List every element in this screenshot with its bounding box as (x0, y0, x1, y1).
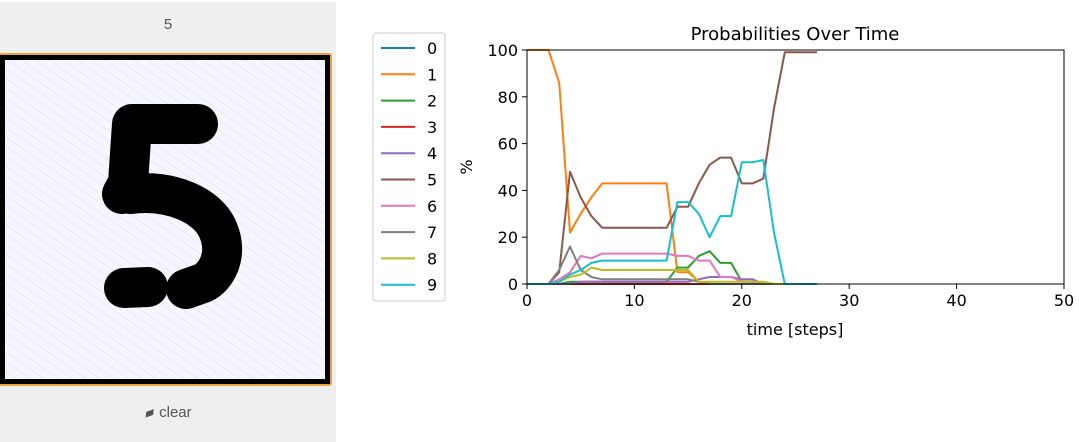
x-axis-label: time [steps] (747, 320, 844, 339)
series-line-9 (527, 159, 817, 285)
x-tick-label: 10 (624, 291, 644, 310)
drawing-canvas[interactable] (0, 53, 332, 386)
legend-label-5: 5 (427, 171, 437, 190)
legend-label-0: 0 (427, 39, 437, 58)
x-tick-label: 30 (839, 291, 859, 310)
x-tick-label: 50 (1054, 291, 1074, 310)
y-tick-label: 100 (487, 41, 518, 60)
legend-label-8: 8 (427, 249, 437, 268)
series-line-7 (527, 245, 817, 285)
plot-area: 0 10 20 30 40 50 0 20 40 60 80 100 (487, 41, 1074, 310)
series-line-8 (527, 266, 817, 285)
legend-label-4: 4 (427, 144, 437, 163)
y-tick-label: 0 (508, 275, 518, 294)
x-tick-label: 40 (946, 291, 966, 310)
legend-label-9: 9 (427, 276, 437, 295)
series-line-5 (527, 51, 817, 285)
clear-button[interactable]: ▰ clear (0, 402, 336, 422)
predicted-digit-label: 5 (163, 16, 173, 33)
x-tick-label: 20 (732, 291, 752, 310)
chart-title: Probabilities Over Time (691, 24, 900, 45)
y-axis-label: % (457, 159, 476, 174)
plot-frame (526, 49, 1065, 285)
y-tick-label: 60 (498, 135, 518, 154)
legend-label-7: 7 (427, 223, 437, 242)
x-tick-label: 0 (522, 291, 532, 310)
legend-label-3: 3 (427, 118, 437, 137)
y-tick-label: 40 (498, 181, 518, 200)
legend-label-2: 2 (427, 92, 437, 111)
handwritten-digit-stroke (102, 104, 243, 309)
legend-label-1: 1 (427, 65, 437, 84)
drawing-panel: 5 ▰ clear (0, 2, 336, 442)
legend-label-6: 6 (427, 197, 437, 216)
clear-button-label: clear (159, 404, 192, 421)
y-tick-label: 20 (498, 228, 518, 247)
y-tick-label: 80 (498, 88, 518, 107)
probability-chart: 0 1 2 3 4 5 6 7 8 9 Probabilities Over Time 0 10 20… (372, 24, 1074, 339)
chart-legend: 0 1 2 3 4 5 6 7 8 9 (372, 32, 446, 302)
drawing-canvas-surface[interactable] (0, 55, 330, 384)
eraser-icon: ▰ (141, 402, 158, 422)
